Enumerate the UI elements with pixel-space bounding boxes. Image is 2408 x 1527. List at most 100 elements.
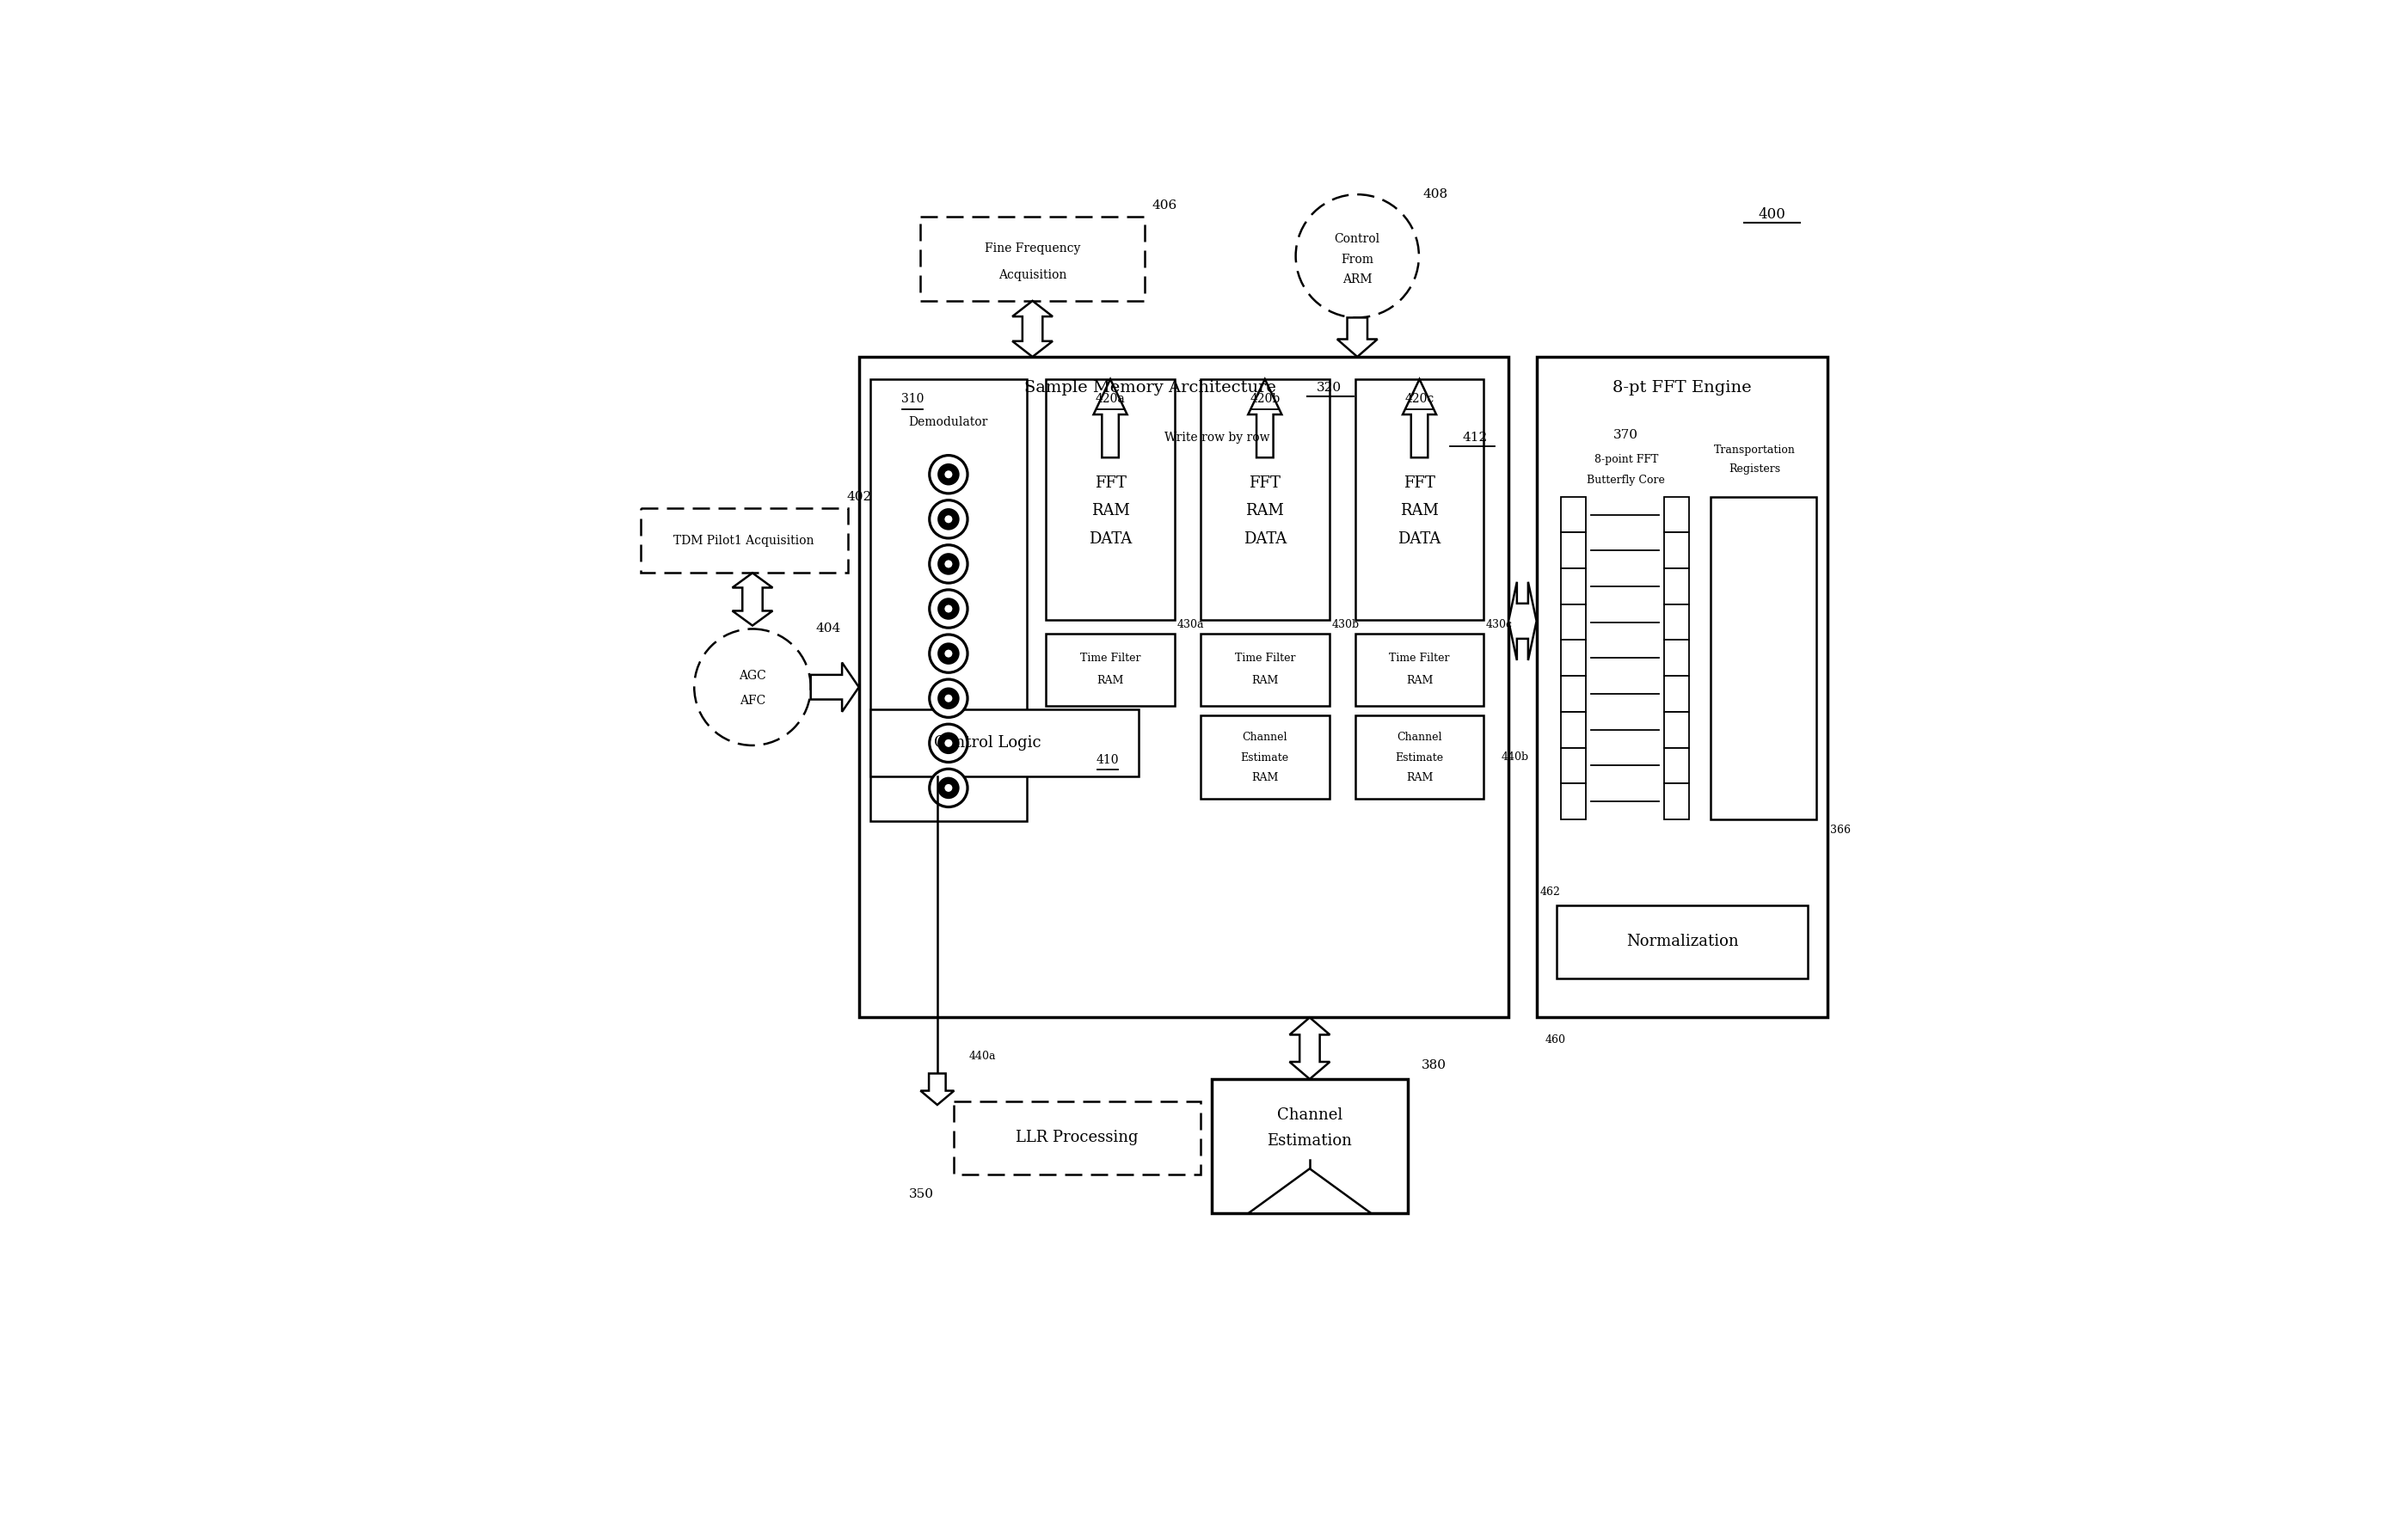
Circle shape	[1296, 194, 1418, 318]
Text: Time Filter: Time Filter	[1081, 652, 1141, 664]
Text: DATA: DATA	[1243, 531, 1286, 547]
Text: RAM: RAM	[1252, 773, 1279, 783]
FancyBboxPatch shape	[1045, 379, 1175, 620]
Polygon shape	[920, 1073, 954, 1106]
Text: 370: 370	[1613, 429, 1637, 441]
Circle shape	[944, 559, 954, 568]
Text: AGC: AGC	[739, 670, 766, 683]
FancyBboxPatch shape	[1202, 715, 1329, 799]
Text: 402: 402	[845, 490, 872, 502]
FancyBboxPatch shape	[1710, 496, 1816, 820]
FancyBboxPatch shape	[1560, 676, 1587, 712]
Text: 408: 408	[1423, 188, 1447, 200]
Text: Estimate: Estimate	[1394, 753, 1445, 764]
Text: RAM: RAM	[1091, 502, 1129, 519]
Text: Registers: Registers	[1729, 463, 1782, 475]
Text: 420c: 420c	[1404, 394, 1435, 405]
Circle shape	[939, 689, 958, 709]
Text: Channel: Channel	[1276, 1107, 1344, 1122]
Circle shape	[944, 515, 954, 524]
Text: Time Filter: Time Filter	[1235, 652, 1296, 664]
Circle shape	[929, 635, 968, 672]
FancyBboxPatch shape	[1211, 1080, 1409, 1214]
Polygon shape	[1247, 379, 1281, 458]
Text: Normalization: Normalization	[1625, 935, 1739, 950]
Text: 440a: 440a	[968, 1051, 997, 1063]
FancyBboxPatch shape	[1045, 634, 1175, 705]
Text: Transportation: Transportation	[1714, 444, 1796, 455]
Text: Control: Control	[1334, 234, 1380, 246]
Text: ARM: ARM	[1344, 273, 1373, 286]
FancyBboxPatch shape	[1664, 605, 1688, 640]
Text: Estimate: Estimate	[1240, 753, 1288, 764]
Text: Estimation: Estimation	[1267, 1133, 1353, 1148]
Text: RAM: RAM	[1096, 675, 1125, 686]
FancyBboxPatch shape	[1356, 634, 1483, 705]
Text: Sample Memory Architecture: Sample Memory Architecture	[1023, 380, 1276, 395]
FancyBboxPatch shape	[1202, 379, 1329, 620]
Text: 400: 400	[1758, 208, 1784, 221]
Text: 310: 310	[901, 394, 925, 405]
Circle shape	[939, 508, 958, 530]
Circle shape	[929, 501, 968, 538]
Text: Control Logic: Control Logic	[934, 736, 1040, 751]
Text: Channel: Channel	[1243, 731, 1288, 744]
Text: TDM Pilot1 Acquisition: TDM Pilot1 Acquisition	[674, 534, 814, 547]
FancyBboxPatch shape	[954, 1101, 1202, 1174]
Circle shape	[939, 464, 958, 484]
FancyBboxPatch shape	[1560, 533, 1587, 568]
Text: DATA: DATA	[1088, 531, 1132, 547]
Text: 380: 380	[1421, 1060, 1447, 1072]
FancyBboxPatch shape	[920, 217, 1144, 301]
Text: Butterfly Core: Butterfly Core	[1587, 475, 1666, 486]
Text: 8-point FFT: 8-point FFT	[1594, 454, 1659, 466]
Circle shape	[939, 777, 958, 799]
Text: LLR Processing: LLR Processing	[1016, 1130, 1139, 1145]
Circle shape	[939, 554, 958, 574]
Text: 406: 406	[1151, 200, 1178, 212]
FancyBboxPatch shape	[1356, 715, 1483, 799]
Text: 420a: 420a	[1096, 394, 1125, 405]
FancyBboxPatch shape	[869, 710, 1139, 777]
Polygon shape	[1011, 301, 1052, 357]
Circle shape	[944, 693, 954, 702]
Text: RAM: RAM	[1399, 502, 1438, 519]
Text: FFT: FFT	[1404, 475, 1435, 490]
FancyBboxPatch shape	[860, 357, 1507, 1017]
Text: Demodulator: Demodulator	[908, 415, 987, 428]
FancyBboxPatch shape	[1202, 634, 1329, 705]
Polygon shape	[1404, 379, 1435, 458]
Circle shape	[939, 599, 958, 618]
Circle shape	[929, 589, 968, 628]
Text: Fine Frequency: Fine Frequency	[985, 243, 1081, 253]
FancyBboxPatch shape	[1560, 496, 1587, 533]
Text: 366: 366	[1830, 825, 1852, 837]
Polygon shape	[1247, 1168, 1370, 1214]
Circle shape	[929, 724, 968, 762]
FancyBboxPatch shape	[1664, 568, 1688, 605]
Circle shape	[939, 643, 958, 664]
Text: RAM: RAM	[1245, 502, 1283, 519]
Text: Channel: Channel	[1397, 731, 1442, 744]
Circle shape	[944, 470, 954, 479]
Polygon shape	[732, 573, 773, 626]
FancyBboxPatch shape	[1664, 533, 1688, 568]
FancyBboxPatch shape	[1560, 605, 1587, 640]
Text: AFC: AFC	[739, 695, 766, 707]
Circle shape	[944, 605, 954, 614]
Text: 320: 320	[1317, 382, 1341, 394]
Polygon shape	[811, 663, 860, 712]
Text: 430b: 430b	[1332, 618, 1358, 631]
Circle shape	[929, 770, 968, 806]
Text: DATA: DATA	[1399, 531, 1440, 547]
Polygon shape	[1507, 582, 1536, 660]
FancyBboxPatch shape	[1560, 712, 1587, 748]
Polygon shape	[1291, 1017, 1329, 1080]
Text: 430a: 430a	[1178, 618, 1204, 631]
Circle shape	[944, 783, 954, 793]
FancyBboxPatch shape	[1356, 379, 1483, 620]
Text: 8-pt FFT Engine: 8-pt FFT Engine	[1613, 380, 1751, 395]
Text: 350: 350	[908, 1188, 934, 1200]
Text: 404: 404	[816, 623, 840, 635]
FancyBboxPatch shape	[1664, 676, 1688, 712]
